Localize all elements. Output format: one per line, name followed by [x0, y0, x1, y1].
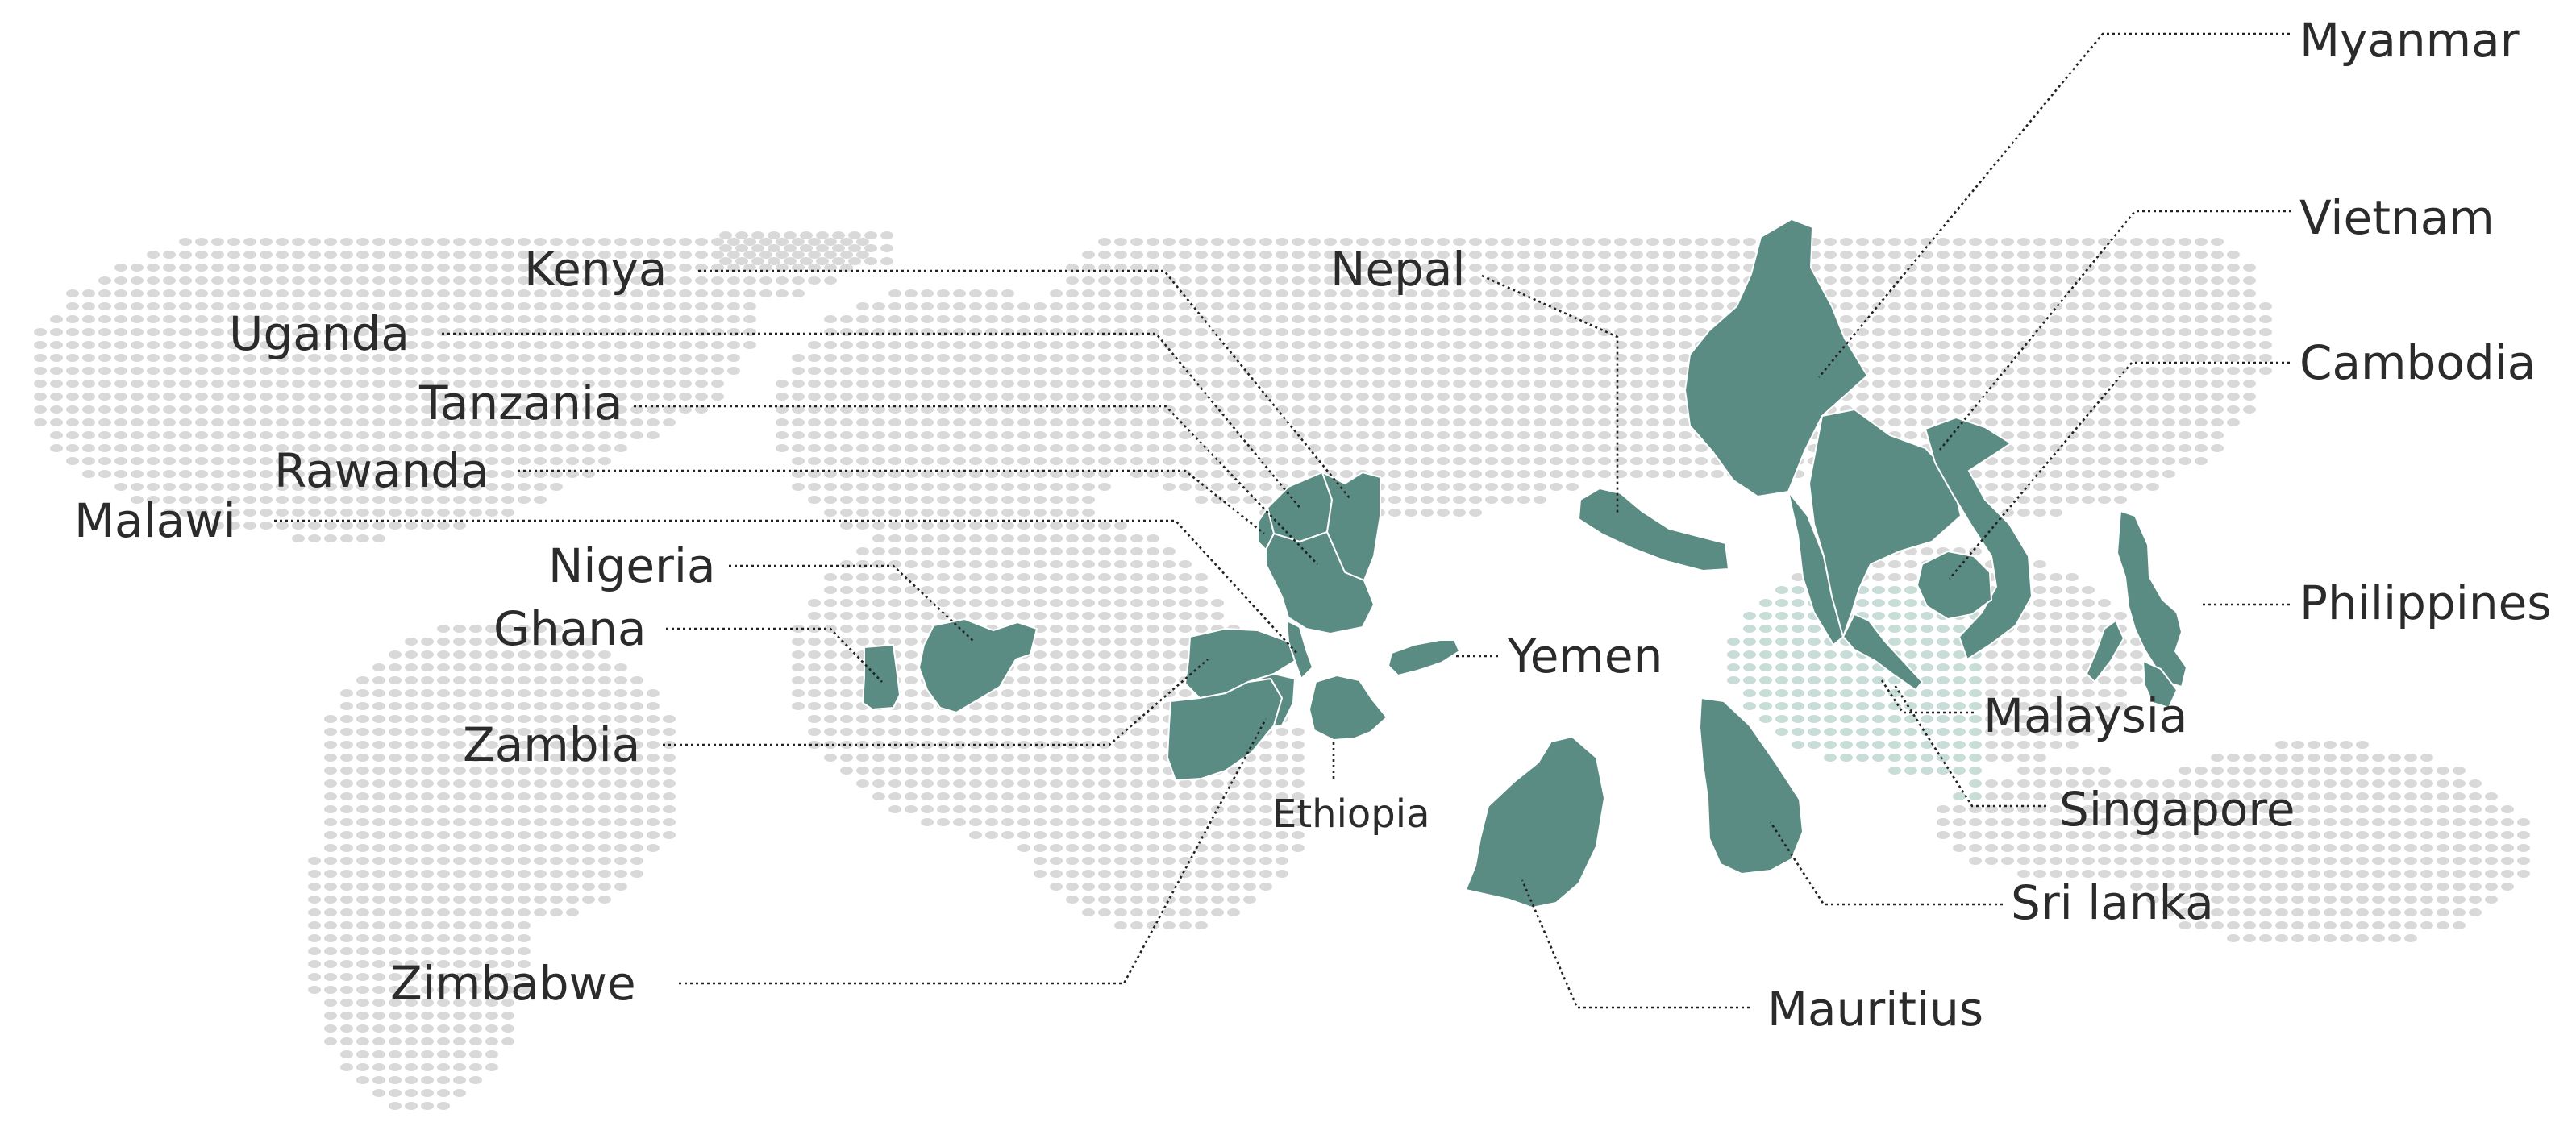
- ghana-shape: [861, 643, 901, 711]
- country-labels: Myanmar Vietnam Cambodia Philippines Mal…: [74, 13, 2552, 1037]
- philippines-south-shape: [2141, 659, 2179, 709]
- philippines-west-shape: [2085, 619, 2125, 684]
- rawanda-shape: [1257, 505, 1276, 551]
- yemen-shape: [1387, 639, 1461, 677]
- myanmar-shape: [1683, 218, 1869, 498]
- label-vietnam: Vietnam: [2299, 190, 2495, 245]
- sri-lanka-shape: [1698, 696, 1804, 875]
- label-myanmar: Myanmar: [2299, 13, 2520, 68]
- label-philippines: Philippines: [2299, 576, 2552, 630]
- label-uganda: Uganda: [229, 306, 410, 361]
- uganda-shape: [1266, 471, 1334, 543]
- label-cambodia: Cambodia: [2299, 335, 2536, 390]
- label-malawi: Malawi: [74, 493, 236, 548]
- label-sri-lanka: Sri lanka: [2011, 875, 2214, 930]
- label-yemen: Yemen: [1507, 629, 1663, 684]
- zambia-leader: [663, 659, 1209, 746]
- leader-lines: [274, 32, 2291, 1009]
- label-ghana: Ghana: [493, 601, 647, 656]
- sri-lanka-leader: [1769, 821, 2003, 906]
- label-zambia: Zambia: [463, 717, 640, 772]
- malawi-leader: [274, 519, 1299, 655]
- philippines-shape: [2116, 509, 2188, 688]
- label-nepal: Nepal: [1330, 242, 1466, 297]
- rawanda-leader: [518, 469, 1265, 535]
- label-zimbabwe: Zimbabwe: [390, 956, 636, 1011]
- zimbabwe-leader: [679, 718, 1267, 985]
- ghana-leader: [666, 627, 883, 683]
- uganda-leader: [442, 332, 1303, 510]
- myanmar-leader: [1817, 32, 2290, 378]
- kenya-leader: [698, 269, 1351, 499]
- malaysia-shape: [1841, 613, 1924, 692]
- singapore-leader: [1893, 684, 2046, 808]
- mauritius-shape: [1464, 735, 1606, 909]
- tanzania-leader: [634, 405, 1318, 565]
- nepal-shape: [1577, 487, 1730, 572]
- zimbabwe-shape: [1166, 677, 1284, 782]
- nigeria-leader: [729, 564, 975, 642]
- myanmar-south-shape: [1787, 491, 1845, 646]
- mauritius-leader: [1521, 879, 1750, 1009]
- ethiopia-shape: [1308, 674, 1388, 742]
- cambodia-shape: [1916, 550, 1993, 621]
- nigeria-shape: [918, 617, 1038, 714]
- label-singapore: Singapore: [2059, 782, 2295, 837]
- nepal-leader: [1481, 274, 1619, 513]
- label-mauritius: Mauritius: [1767, 982, 1983, 1037]
- thailand-shape: [1808, 408, 1962, 640]
- label-malaysia: Malaysia: [1983, 688, 2187, 743]
- vietnam-shape: [1924, 416, 2033, 661]
- label-tanzania: Tanzania: [418, 376, 623, 430]
- malaysia-leader: [1880, 679, 1974, 714]
- vietnam-leader: [1938, 210, 2291, 451]
- highlighted-countries: [861, 218, 2188, 909]
- cambodia-leader: [1949, 361, 2290, 580]
- label-ethiopia: Ethiopia: [1272, 792, 1430, 837]
- label-rawanda: Rawanda: [274, 443, 489, 498]
- label-nigeria: Nigeria: [548, 538, 716, 593]
- tanzania-shape: [1265, 530, 1375, 635]
- zimbabwe-east-shape: [1247, 672, 1296, 726]
- label-kenya: Kenya: [524, 242, 667, 297]
